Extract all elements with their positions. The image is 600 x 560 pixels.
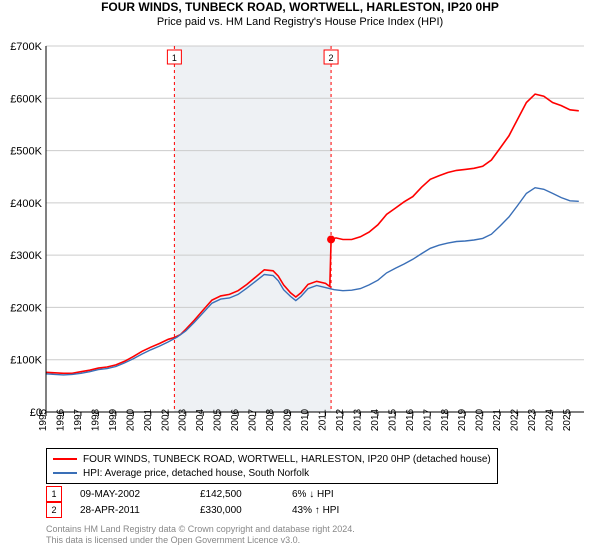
svg-text:£100K: £100K: [10, 355, 42, 367]
svg-text:£600K: £600K: [10, 93, 42, 105]
svg-text:£700K: £700K: [10, 41, 42, 53]
svg-text:2020: 2020: [475, 408, 486, 431]
svg-text:2022: 2022: [510, 408, 521, 431]
legend-box: FOUR WINDS, TUNBECK ROAD, WORTWELL, HARL…: [46, 448, 498, 484]
svg-text:2002: 2002: [160, 408, 171, 431]
svg-text:2024: 2024: [545, 408, 556, 431]
svg-text:2021: 2021: [492, 408, 503, 431]
svg-text:2007: 2007: [248, 408, 259, 431]
svg-text:2004: 2004: [195, 408, 206, 431]
svg-text:2018: 2018: [440, 408, 451, 431]
svg-text:1997: 1997: [73, 408, 84, 431]
svg-text:2016: 2016: [405, 408, 416, 431]
svg-text:2010: 2010: [300, 408, 311, 431]
svg-text:£300K: £300K: [10, 250, 42, 262]
footer-line-2: This data is licensed under the Open Gov…: [46, 535, 355, 546]
sale-delta-2: 43% ↑ HPI: [292, 505, 339, 516]
sale-row-1: 1 09-MAY-2002 £142,500 6% ↓ HPI: [46, 486, 339, 502]
svg-text:2013: 2013: [352, 408, 363, 431]
svg-text:2006: 2006: [230, 408, 241, 431]
sale-date-2: 28-APR-2011: [80, 505, 200, 516]
svg-text:£400K: £400K: [10, 198, 42, 210]
svg-text:2025: 2025: [562, 408, 573, 431]
sale-date-1: 09-MAY-2002: [80, 489, 200, 500]
svg-text:2003: 2003: [178, 408, 189, 431]
svg-text:2015: 2015: [387, 408, 398, 431]
svg-text:1: 1: [172, 53, 177, 63]
footer-text: Contains HM Land Registry data © Crown c…: [46, 524, 355, 547]
sale-marker-1: 1: [46, 486, 62, 502]
legend-swatch-hpi: [53, 472, 77, 474]
svg-text:2001: 2001: [143, 408, 154, 431]
legend-item-property: FOUR WINDS, TUNBECK ROAD, WORTWELL, HARL…: [53, 452, 491, 466]
svg-text:2014: 2014: [370, 408, 381, 431]
svg-text:1996: 1996: [55, 408, 66, 431]
legend-item-hpi: HPI: Average price, detached house, Sout…: [53, 466, 491, 480]
sale-delta-1: 6% ↓ HPI: [292, 489, 334, 500]
sale-row-2: 2 28-APR-2011 £330,000 43% ↑ HPI: [46, 502, 339, 518]
svg-text:2019: 2019: [457, 408, 468, 431]
svg-text:1995: 1995: [38, 408, 49, 431]
svg-text:2012: 2012: [335, 408, 346, 431]
svg-text:2000: 2000: [125, 408, 136, 431]
svg-text:£500K: £500K: [10, 146, 42, 158]
svg-text:£200K: £200K: [10, 302, 42, 314]
legend-label-property: FOUR WINDS, TUNBECK ROAD, WORTWELL, HARL…: [83, 454, 491, 465]
svg-text:2009: 2009: [283, 408, 294, 431]
sales-table: 1 09-MAY-2002 £142,500 6% ↓ HPI 2 28-APR…: [46, 486, 339, 518]
sale-marker-2: 2: [46, 502, 62, 518]
svg-text:1998: 1998: [90, 408, 101, 431]
svg-text:2017: 2017: [422, 408, 433, 431]
svg-text:2008: 2008: [265, 408, 276, 431]
svg-text:2023: 2023: [527, 408, 538, 431]
sale-price-1: £142,500: [200, 489, 292, 500]
svg-text:1999: 1999: [108, 408, 119, 431]
legend-swatch-property: [53, 458, 77, 460]
chart-container: FOUR WINDS, TUNBECK ROAD, WORTWELL, HARL…: [0, 0, 600, 560]
svg-text:2011: 2011: [317, 409, 328, 431]
sale-price-2: £330,000: [200, 505, 292, 516]
svg-text:2: 2: [329, 53, 334, 63]
legend-label-hpi: HPI: Average price, detached house, Sout…: [83, 468, 309, 479]
footer-line-1: Contains HM Land Registry data © Crown c…: [46, 524, 355, 535]
svg-text:2005: 2005: [213, 408, 224, 431]
